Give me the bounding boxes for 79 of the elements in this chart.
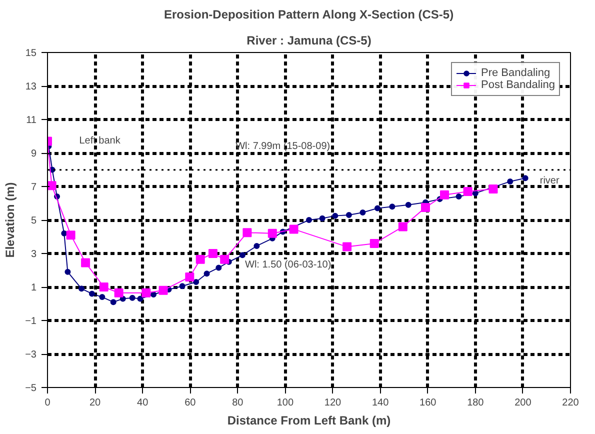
point (239, 252, 246, 258)
point (456, 194, 462, 200)
point (179, 283, 186, 290)
point (66, 230, 76, 240)
point (374, 205, 380, 212)
point (507, 178, 514, 184)
point (204, 270, 210, 277)
point (405, 202, 412, 208)
y-tick-label: 15 (25, 48, 37, 59)
point (440, 190, 450, 200)
annotation: river (540, 176, 560, 186)
chart-subtitle: River : Jamuna (CS-5) (246, 34, 372, 48)
x-tick-label: 0 (44, 398, 51, 408)
point (522, 175, 528, 182)
point (88, 290, 95, 297)
point (346, 212, 352, 218)
point (398, 222, 408, 232)
y-tick-label: 9 (30, 148, 37, 160)
y-axis-title: Elevation (m) (3, 182, 18, 258)
point (332, 212, 338, 219)
point (488, 184, 498, 194)
y-tick-label: 3 (30, 249, 37, 260)
x-tick-label: 80 (232, 398, 244, 408)
point (196, 254, 205, 264)
point (48, 181, 56, 190)
point (420, 202, 430, 212)
point (193, 278, 200, 285)
y-tick-label: 13 (25, 82, 37, 92)
x-tick-label: 60 (184, 398, 196, 408)
legend-label: Pre Bandaling (481, 67, 550, 79)
point (389, 204, 396, 210)
point (306, 217, 312, 223)
point (110, 299, 116, 306)
point (64, 268, 71, 275)
point (137, 296, 144, 302)
point (142, 288, 151, 298)
point (99, 282, 108, 292)
x-tick-label: 200 (514, 398, 532, 408)
point (81, 258, 90, 268)
x-tick-label: 160 (420, 398, 437, 408)
annotation: Wl: 1.50 (06-03-10) (245, 259, 332, 270)
x-tick-label: 180 (467, 398, 484, 408)
point (129, 294, 136, 301)
legend-label: Post Bandaling (481, 79, 555, 91)
y-tick-label: 1 (30, 282, 37, 294)
point (150, 292, 157, 298)
point (319, 215, 326, 222)
y-tick-label: −1 (25, 316, 37, 327)
y-tick-label: 11 (26, 115, 37, 126)
point (370, 238, 379, 248)
x-tick-label: 20 (89, 398, 102, 408)
point (360, 209, 366, 216)
x-tick-label: 220 (562, 398, 580, 408)
point (99, 294, 106, 300)
point (254, 242, 260, 249)
point (463, 187, 472, 196)
x-tick-label: 100 (276, 398, 294, 408)
x-tick-label: 140 (372, 398, 390, 408)
y-tick-label: −3 (25, 350, 37, 360)
point (78, 286, 84, 292)
point (158, 286, 168, 295)
point (208, 249, 218, 258)
y-tick-label: 5 (30, 216, 37, 226)
ref-line-label: Wl: 7.99m (15-08-09) (236, 140, 330, 152)
x-tick-label: 40 (137, 398, 149, 408)
annotation: Left bank (79, 135, 122, 146)
point (114, 288, 124, 298)
point (289, 224, 298, 234)
point (216, 264, 222, 271)
y-tick-label: 7 (30, 182, 37, 193)
point (342, 242, 352, 252)
point (268, 228, 277, 238)
x-tick-label: 120 (324, 398, 342, 408)
point (185, 272, 194, 282)
chart-title: Erosion-Deposition Pattern Along X-Section (CS-5) (164, 8, 454, 22)
y-tick-label: −5 (25, 383, 37, 394)
point (220, 254, 230, 264)
point (242, 228, 252, 238)
x-axis-title: Distance From Left Bank (m) (227, 414, 391, 428)
